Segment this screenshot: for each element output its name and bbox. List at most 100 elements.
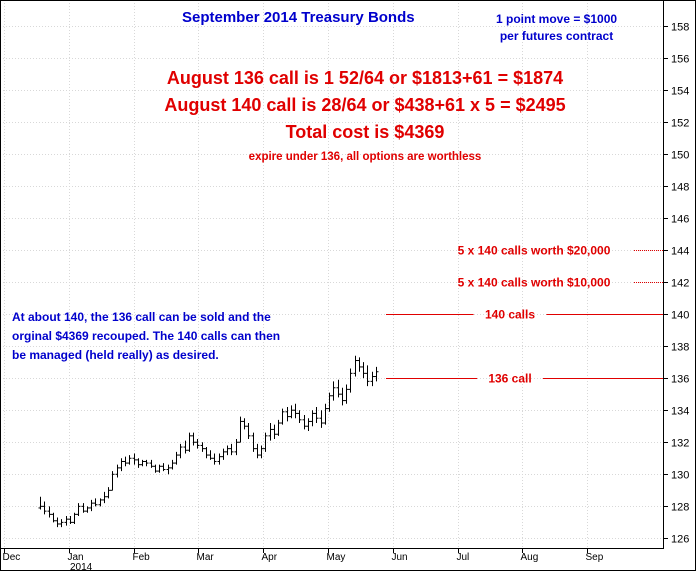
total-cost-line: Total cost is $4369	[285, 122, 445, 142]
annotation-136: 136 call	[386, 372, 663, 386]
price-bar	[132, 453, 137, 465]
price-bar	[72, 512, 77, 524]
x-tick-label: May	[327, 552, 346, 563]
y-tick-label: 126	[671, 534, 689, 546]
price-bar	[319, 410, 324, 428]
x-tick-label: Mar	[197, 552, 215, 563]
price-bar	[161, 463, 166, 472]
y-tick-label: 152	[671, 118, 689, 130]
price-bar	[68, 515, 73, 524]
price-bar	[323, 403, 328, 425]
price-bar	[51, 512, 56, 523]
annotation-144: 5 x 140 calls worth $20,000	[458, 244, 663, 258]
annotation-label: 140 calls	[485, 308, 535, 322]
price-bar	[357, 357, 362, 372]
y-tick-label: 154	[671, 86, 689, 98]
y-tick-label: 130	[671, 470, 689, 482]
y-tick-label: 140	[671, 310, 689, 322]
y-tick-label: 148	[671, 182, 689, 194]
price-bar	[361, 362, 366, 379]
price-bar	[166, 464, 171, 475]
price-bar	[221, 448, 226, 460]
x-tick-label: Jun	[392, 552, 408, 563]
price-bar	[102, 491, 107, 504]
annotation-label: 136 call	[488, 372, 531, 386]
price-bar	[238, 416, 243, 443]
price-bar	[344, 384, 349, 404]
price-bar	[144, 459, 149, 467]
annotation-label: 5 x 140 calls worth $20,000	[458, 244, 611, 258]
price-bar	[127, 455, 132, 465]
annotation-lines: 5 x 140 calls worth $20,000 5 x 140 calls…	[386, 244, 663, 386]
price-bar	[255, 443, 260, 459]
price-bar	[285, 406, 290, 422]
price-bar	[183, 440, 188, 454]
price-bar	[289, 405, 294, 419]
price-bar	[212, 453, 217, 465]
price-bar	[259, 445, 264, 459]
price-bar	[331, 381, 336, 401]
price-bar	[119, 458, 124, 472]
y-tick-label: 136	[671, 374, 689, 386]
price-bar	[178, 443, 183, 459]
price-bar	[336, 379, 341, 398]
y-tick-label: 132	[671, 438, 689, 450]
price-bar	[140, 459, 145, 467]
x-tick-label: Dec	[3, 552, 21, 563]
x-tick-label: Feb	[133, 552, 151, 563]
y-tick-label: 144	[671, 246, 689, 258]
contract-note-line-2: per futures contract	[499, 29, 614, 43]
price-bar	[314, 406, 319, 424]
price-bar	[64, 515, 69, 526]
strategy-note-line-2: orginal $4369 recouped. The 140 calls ca…	[12, 329, 281, 343]
x-tick-label: Aug	[521, 552, 539, 563]
price-bar	[200, 442, 205, 452]
x-tick-label: Jul	[457, 552, 470, 563]
price-bar	[115, 464, 120, 478]
price-bar	[110, 471, 115, 491]
y-tick-label: 142	[671, 278, 689, 290]
price-bar	[170, 459, 175, 470]
annotation-140: 140 calls	[386, 308, 663, 322]
price-bar	[187, 432, 192, 452]
price-bar	[42, 501, 47, 515]
y-tick-label: 138	[671, 342, 689, 354]
price-bar	[374, 366, 379, 382]
contract-note-line-1: 1 point move = $1000	[496, 12, 618, 26]
price-bar	[276, 419, 281, 436]
plot-background	[0, 0, 663, 548]
price-bar	[38, 496, 43, 510]
price-bar	[217, 453, 222, 465]
strategy-note-line-3: be managed (held really) as desired.	[12, 348, 219, 362]
strategy-note: At about 140, the 136 call can be sold a…	[12, 308, 372, 365]
annotation-142: 5 x 140 calls worth $10,000	[458, 276, 663, 290]
price-bar	[340, 387, 345, 406]
price-bar	[225, 445, 230, 456]
price-bar	[157, 464, 162, 473]
price-bar	[76, 503, 81, 516]
price-bar	[136, 458, 141, 468]
contract-note: 1 point move = $1000 per futures contrac…	[496, 11, 617, 45]
y-tick-label: 158	[671, 22, 689, 34]
strategy-note-line-1: At about 140, the 136 call can be sold a…	[12, 310, 271, 324]
price-bar	[293, 403, 298, 419]
x-tick-label: Apr	[262, 552, 278, 563]
price-bar	[98, 498, 103, 507]
price-bar	[204, 447, 209, 459]
price-bar	[89, 499, 94, 512]
price-bar	[310, 410, 315, 427]
price-bar	[229, 443, 234, 456]
x-axis: Dec Jan Feb Mar Apr May Jun Jul Aug Sep 2014	[3, 548, 604, 571]
price-bar	[208, 450, 213, 460]
price-bar	[272, 424, 277, 440]
price-bar	[123, 456, 128, 467]
price-bar	[348, 368, 353, 393]
y-tick-label: 128	[671, 502, 689, 514]
price-bar	[47, 506, 52, 518]
price-bar	[59, 519, 64, 528]
cost-line-140-call: August 140 call is 28/64 or $438+61 x 5 …	[164, 95, 566, 115]
price-bar	[327, 392, 332, 412]
price-bar	[81, 503, 86, 513]
price-bar	[93, 498, 98, 507]
